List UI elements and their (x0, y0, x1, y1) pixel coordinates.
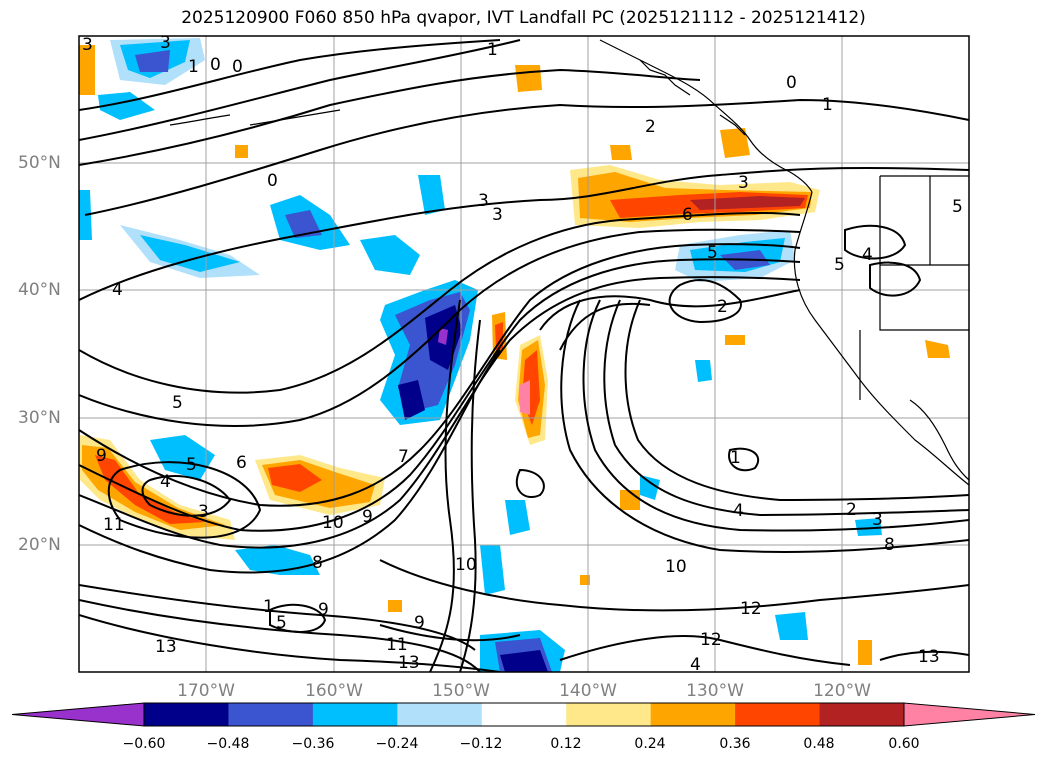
colorbar-segment (397, 703, 483, 726)
contour-label: 5 (952, 197, 963, 217)
contour-label: 10 (455, 555, 477, 575)
lon-label: 160°W (305, 681, 363, 701)
lat-label: 20°N (18, 535, 61, 555)
contour-label: 0 (232, 57, 243, 77)
contour-label: 6 (682, 205, 693, 225)
contour-label: 3 (82, 35, 93, 55)
lon-label: 170°W (177, 681, 235, 701)
contour-label: 8 (884, 535, 895, 555)
contour-label: 11 (103, 515, 125, 535)
contour-label: 13 (918, 647, 940, 667)
contour-label: 5 (172, 393, 183, 413)
contour-label: 9 (362, 507, 373, 527)
colorbar-segment (312, 703, 398, 726)
map-plot[interactable]: 3 3 1 0 0 1 2 1 0 0 3 3 6 5 4 5 2 7 5 4 … (0, 0, 1047, 700)
coastlines (169, 39, 969, 486)
colorbar-tick: −0.12 (459, 736, 503, 752)
gridlines (79, 36, 969, 672)
contour-label: 9 (414, 613, 425, 633)
contour-label: 3 (198, 502, 209, 522)
shaded-field (79, 38, 950, 672)
contour-label: 13 (155, 637, 177, 657)
contour-label: 11 (386, 635, 408, 655)
colorbar-segments (11, 702, 1036, 727)
contour-label: 4 (112, 280, 123, 300)
contour-label: 4 (160, 472, 171, 492)
colorbar-tick: −0.60 (122, 736, 166, 752)
contour-label: 8 (312, 553, 323, 573)
lon-label: 120°W (813, 681, 871, 701)
colorbar-extend-max (903, 702, 1036, 727)
colorbar-segment (144, 703, 229, 726)
contour-label: 4 (862, 245, 873, 265)
contour-label: 3 (872, 510, 883, 530)
contour-label: 3 (478, 191, 489, 211)
lat-label: 50°N (18, 153, 61, 173)
contour-label: 1 (487, 40, 498, 60)
lon-label: 140°W (559, 681, 617, 701)
colorbar-tick: −0.24 (375, 736, 419, 752)
contour-label: 6 (236, 453, 247, 473)
colorbar-segment (481, 703, 567, 726)
contour-label: 0 (210, 55, 221, 75)
contour-label: 10 (322, 513, 344, 533)
colorbar-tick: −0.36 (291, 736, 335, 752)
colorbar-tick: −0.48 (206, 736, 250, 752)
contour-label: 2 (846, 500, 857, 520)
contour-label: 4 (690, 655, 701, 675)
colorbar-segment (566, 703, 652, 726)
lat-label: 40°N (18, 280, 61, 300)
contour-label: 12 (700, 630, 722, 650)
map-title: 2025120900 F060 850 hPa qvapor, IVT Land… (181, 8, 866, 28)
contour-labels: 3 3 1 0 0 1 2 1 0 0 3 3 6 5 4 5 2 7 5 4 … (82, 33, 963, 675)
colorbar-frame (143, 702, 905, 727)
colorbar-segment (228, 703, 314, 726)
colorbar-tick: 0.60 (888, 736, 920, 752)
contour-label: 9 (318, 600, 329, 620)
contour-label: 5 (186, 455, 197, 475)
contour-label: 3 (160, 33, 171, 53)
colorbar-extend-min (11, 702, 145, 727)
contour-label: 9 (96, 446, 107, 466)
colorbar-tick: 0.12 (550, 736, 582, 752)
colorbar-segment (735, 703, 821, 726)
contour-label: 1 (822, 95, 833, 115)
contour-label: 3 (492, 205, 503, 225)
colorbar-tick: 0.48 (803, 736, 835, 752)
contour-label: 0 (267, 171, 278, 191)
contour-label: 13 (398, 653, 420, 673)
contour-label: 2 (645, 117, 656, 137)
contour-label: 1 (730, 448, 741, 468)
contour-label: 10 (665, 557, 687, 577)
plot-frame (78, 35, 970, 673)
contour-label: 1 (263, 597, 274, 617)
colorbar-segment (650, 703, 736, 726)
contour-label: 1 (188, 57, 199, 77)
lon-label: 130°W (686, 681, 744, 701)
contour-label: 5 (707, 243, 718, 263)
contour-label: 12 (740, 599, 762, 619)
colorbar-segment (819, 703, 905, 726)
ivt-contours (79, 39, 969, 672)
contour-label: 2 (717, 297, 728, 317)
contour-label: 5 (276, 613, 287, 633)
contour-label: 0 (786, 73, 797, 93)
lon-label: 150°W (432, 681, 490, 701)
lat-label: 30°N (18, 408, 61, 428)
colorbar-tick: 0.36 (719, 736, 751, 752)
contour-label: 7 (398, 447, 409, 467)
contour-label: 5 (834, 255, 845, 275)
colorbar-tick: 0.24 (634, 736, 666, 752)
contour-label: 3 (738, 173, 749, 193)
contour-label: 4 (733, 501, 744, 521)
